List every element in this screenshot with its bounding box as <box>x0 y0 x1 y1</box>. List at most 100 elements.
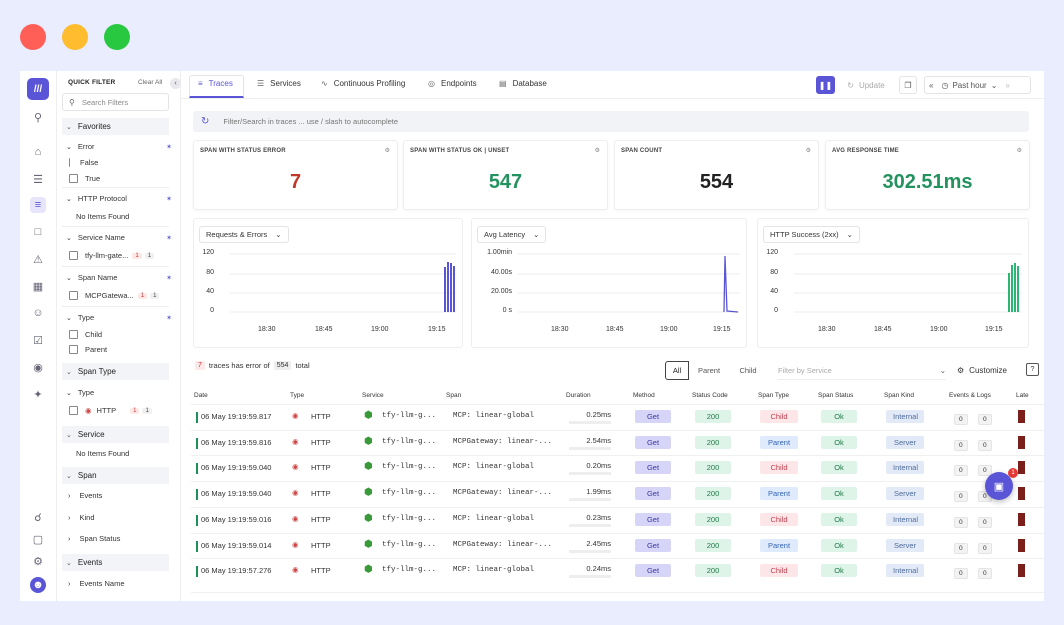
tab-traces[interactable]: ≡ Traces <box>198 79 233 88</box>
pin-icon[interactable]: ✶ <box>166 196 172 203</box>
minimize-window-button[interactable] <box>62 24 88 50</box>
row-events-count[interactable]: 0 <box>954 542 968 554</box>
segment-parent[interactable]: Parent <box>689 361 729 380</box>
chevrons-right-icon[interactable]: » <box>1005 80 1010 90</box>
checkbox[interactable] <box>69 174 78 183</box>
collapse-panel-button[interactable]: ‹ <box>170 78 181 89</box>
tab-services[interactable]: ☰ Services <box>257 79 301 88</box>
span-status-item[interactable]: › Span Status <box>68 534 120 543</box>
col-span-type[interactable]: Span Type <box>758 392 789 399</box>
tab-database[interactable]: ▤ Database <box>499 79 547 88</box>
copy-button[interactable]: ❐ <box>899 76 917 94</box>
row-events-count[interactable]: 0 <box>954 465 968 477</box>
alert-icon[interactable]: ⚠ <box>33 253 43 266</box>
span-section[interactable]: ⌄ Span <box>62 467 169 484</box>
type-header[interactable]: ⌄ Type <box>66 313 94 322</box>
pin-icon[interactable]: ✶ <box>166 275 172 282</box>
service-name-header[interactable]: ⌄ Service Name <box>66 233 125 242</box>
row-events-count[interactable]: 0 <box>954 491 968 503</box>
maximize-window-button[interactable] <box>104 24 130 50</box>
favorites-section[interactable]: ⌄ Favorites <box>62 118 169 135</box>
row-logs-count[interactable]: 0 <box>978 542 992 554</box>
settings-icon[interactable]: ⚙ <box>594 148 600 154</box>
table-row[interactable]: 06 May 19:19:59.016 ◉ HTTP ⬢ tfy-llm-g... MCP… <box>191 506 1044 532</box>
span-kind-item[interactable]: › Kind <box>68 513 95 522</box>
settings-icon[interactable]: ⚙ <box>805 148 811 154</box>
trace-search-bar[interactable]: ↻ <box>193 111 1029 132</box>
events-name-item[interactable]: › Events Name <box>68 579 125 588</box>
type-option-child[interactable]: Child <box>69 330 102 339</box>
col-method[interactable]: Method <box>633 392 655 399</box>
checkbox[interactable] <box>69 291 78 300</box>
col-duration[interactable]: Duration <box>566 392 591 399</box>
row-logs-count[interactable]: 0 <box>978 414 992 425</box>
search-icon[interactable]: ⚲ <box>33 111 43 124</box>
row-events-count[interactable]: 0 <box>954 516 968 528</box>
row-events-count[interactable]: 0 <box>954 414 968 425</box>
settings-icon[interactable]: ⚙ <box>1016 148 1022 154</box>
col-latency[interactable]: Late <box>1016 392 1029 399</box>
row-logs-count[interactable]: 0 <box>978 439 992 451</box>
table-row[interactable]: 06 May 19:19:57.276 ◉ HTTP ⬢ tfy-llm-g... MCP… <box>191 558 1044 583</box>
segment-child[interactable]: Child <box>729 361 767 380</box>
row-events-count[interactable]: 0 <box>954 568 968 580</box>
document-icon[interactable]: □ <box>34 226 42 238</box>
app-logo[interactable]: /// <box>27 78 49 100</box>
error-filter-header[interactable]: ⌄ Error <box>66 142 95 151</box>
box-icon[interactable]: ▢ <box>32 533 44 546</box>
span-name-header[interactable]: ⌄ Span Name <box>66 273 117 282</box>
pin-icon[interactable]: ✶ <box>166 235 172 242</box>
error-option-true[interactable]: True <box>69 174 100 183</box>
table-row[interactable]: 06 May 19:19:59.816 ◉ HTTP ⬢ tfy-llm-g... MCP… <box>191 429 1044 455</box>
home-icon[interactable]: ⌂ <box>34 146 42 158</box>
close-window-button[interactable] <box>20 24 46 50</box>
col-events-logs[interactable]: Events & Logs <box>949 392 991 399</box>
col-service[interactable]: Service <box>362 392 384 399</box>
settings-icon[interactable]: ⚙ <box>384 148 390 154</box>
update-button[interactable]: ↻ Update <box>839 76 893 94</box>
checkbox[interactable] <box>69 251 78 260</box>
dashboard-icon[interactable]: ▦ <box>32 280 44 293</box>
filter-search-box[interactable]: ⚲ Search Filters <box>62 93 169 111</box>
evaluate-icon[interactable]: ☑ <box>33 334 43 347</box>
row-logs-count[interactable]: 0 <box>978 465 992 477</box>
chat-support-button[interactable]: ▣ <box>985 472 1013 500</box>
table-row[interactable]: 06 May 19:19:59.014 ◉ HTTP ⬢ tfy-llm-g... MCP… <box>191 532 1044 558</box>
service-section[interactable]: ⌄ Service <box>62 426 169 443</box>
pause-button[interactable]: ❚❚ <box>816 76 835 94</box>
pin-icon[interactable]: ✶ <box>166 315 172 322</box>
bot-icon[interactable]: ☺ <box>32 307 44 319</box>
clear-all-link[interactable]: Clear All <box>138 79 163 86</box>
chart-metric-select[interactable]: Requests & Errors ⌄ <box>199 226 289 243</box>
error-option-false[interactable]: False <box>69 158 98 167</box>
col-date[interactable]: Date <box>194 392 208 399</box>
type-option-parent[interactable]: Parent <box>69 345 107 354</box>
type2-option-http[interactable]: ◉ HTTP 1 1 <box>69 406 152 415</box>
col-span-status[interactable]: Span Status <box>818 392 854 399</box>
table-row[interactable]: 06 May 19:19:59.040 ◉ HTTP ⬢ tfy-llm-g... MCP… <box>191 481 1044 506</box>
checkbox[interactable] <box>69 158 73 167</box>
col-span-kind[interactable]: Span Kind <box>884 392 914 399</box>
headset-icon[interactable]: ☌ <box>34 511 42 524</box>
service-name-option[interactable]: tfy-llm-gate... 1 1 <box>69 251 155 260</box>
type2-header[interactable]: ⌄ Type <box>66 388 94 397</box>
customize-button[interactable]: ⚙ Customize <box>957 361 1007 380</box>
checkbox[interactable] <box>69 330 78 339</box>
checkbox[interactable] <box>69 406 78 415</box>
span-name-option[interactable]: MCPGatewa... 1 1 <box>69 291 160 300</box>
span-type-section[interactable]: ⌄ Span Type <box>62 363 169 380</box>
layers-icon[interactable]: ☰ <box>33 173 43 186</box>
help-icon[interactable]: ? <box>1026 363 1039 376</box>
span-events-item[interactable]: › Events <box>68 491 102 500</box>
tab-continuous-profiling[interactable]: ∿ Continuous Profiling <box>321 79 405 88</box>
gear-icon[interactable]: ⚙ <box>33 555 43 568</box>
segment-all[interactable]: All <box>665 361 689 380</box>
trace-search-input[interactable] <box>223 117 824 126</box>
pin-icon[interactable]: ✶ <box>166 144 172 151</box>
traces-icon[interactable]: ≡ <box>30 197 46 213</box>
table-row[interactable]: 06 May 19:19:59.040 ◉ HTTP ⬢ tfy-llm-g... MCP… <box>191 455 1044 480</box>
col-span[interactable]: Span <box>446 392 462 399</box>
chevrons-left-icon[interactable]: « <box>929 80 934 90</box>
checkbox[interactable] <box>69 345 78 354</box>
chart-metric-select[interactable]: HTTP Success (2xx) ⌄ <box>763 226 860 243</box>
